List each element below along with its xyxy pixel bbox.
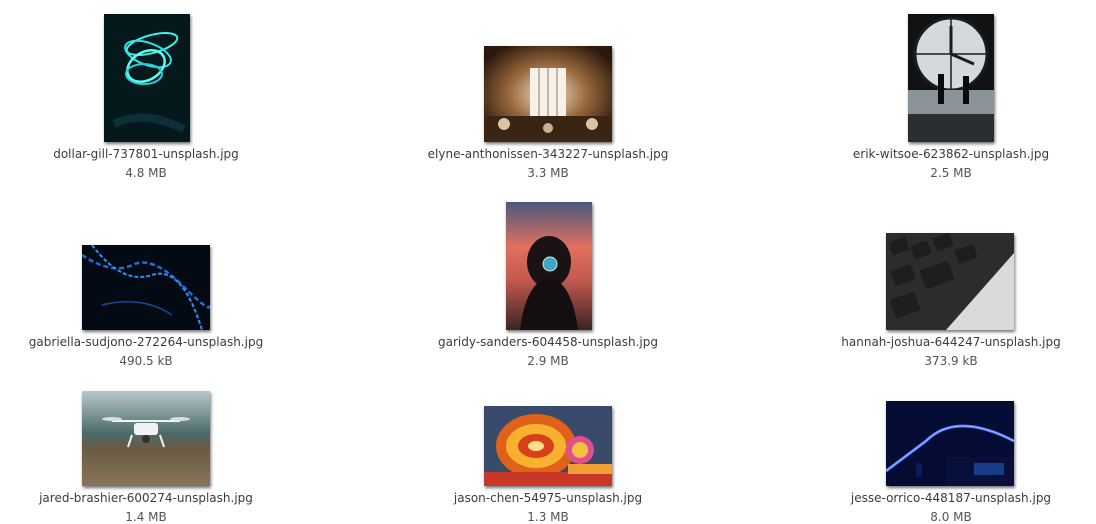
file-name: elyne-anthonissen-343227-unsplash.jpg [427, 147, 669, 161]
blue-light-streaks-icon [82, 245, 210, 330]
file-item[interactable]: elyne-anthonissen-343227-unsplash.jpg 3.… [408, 0, 688, 190]
file-name: hannah-joshua-644247-unsplash.jpg [841, 335, 1061, 349]
file-item[interactable]: dollar-gill-737801-unsplash.jpg 4.8 MB [6, 0, 286, 190]
file-size: 2.9 MB [527, 354, 569, 368]
file-size: 2.5 MB [930, 166, 972, 180]
file-item[interactable]: jesse-orrico-448187-unsplash.jpg 8.0 MB [811, 370, 1091, 524]
file-item[interactable]: gabriella-sudjono-272264-unsplash.jpg 49… [6, 190, 286, 370]
keyboard-icon [886, 233, 1014, 330]
drone-icon [82, 391, 210, 486]
file-name: erik-witsoe-623862-unsplash.jpg [852, 147, 1050, 161]
file-item[interactable]: hannah-joshua-644247-unsplash.jpg 373.9 … [811, 190, 1091, 370]
file-size: 373.9 kB [924, 354, 978, 368]
file-size: 4.8 MB [125, 166, 167, 180]
file-item[interactable]: jason-chen-54975-unsplash.jpg 1.3 MB [408, 370, 688, 524]
file-name: jesse-orrico-448187-unsplash.jpg [850, 491, 1052, 505]
woman-sunset-icon [506, 202, 592, 330]
file-name: dollar-gill-737801-unsplash.jpg [53, 147, 239, 161]
ferris-wheel-icon [484, 406, 612, 486]
file-name: jason-chen-54975-unsplash.jpg [453, 491, 643, 505]
file-size: 490.5 kB [119, 354, 173, 368]
clock-window-icon [908, 14, 994, 142]
neon-light-trail-icon [104, 14, 190, 142]
blue-neon-arc-icon [886, 401, 1014, 486]
file-name: jared-brashier-600274-unsplash.jpg [39, 491, 253, 505]
file-name: gabriella-sudjono-272264-unsplash.jpg [28, 335, 264, 349]
file-item[interactable]: erik-witsoe-623862-unsplash.jpg 2.5 MB [811, 0, 1091, 190]
file-name: garidy-sanders-604458-unsplash.jpg [438, 335, 658, 349]
file-item[interactable]: garidy-sanders-604458-unsplash.jpg 2.9 M… [408, 190, 688, 370]
restaurant-interior-icon [484, 46, 612, 142]
file-size: 8.0 MB [930, 510, 972, 524]
file-size: 1.3 MB [527, 510, 569, 524]
file-size: 3.3 MB [527, 166, 569, 180]
file-item[interactable]: jared-brashier-600274-unsplash.jpg 1.4 M… [6, 370, 286, 524]
file-size: 1.4 MB [125, 510, 167, 524]
